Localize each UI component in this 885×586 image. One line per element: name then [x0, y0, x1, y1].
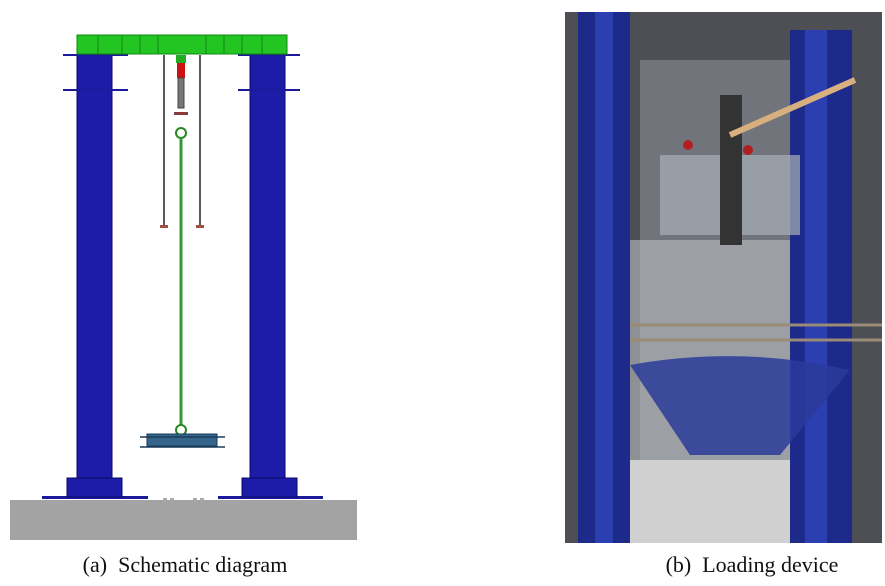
counterweight: [743, 145, 753, 155]
ground: [10, 500, 357, 540]
wire-end: [196, 225, 204, 228]
caption: (b) Loading device: [666, 552, 839, 577]
ring: [176, 128, 186, 138]
support: [170, 498, 174, 502]
base-plate: [67, 478, 122, 497]
support: [193, 498, 197, 502]
column: [250, 55, 285, 479]
column: [77, 55, 112, 479]
load-frame: [147, 434, 217, 446]
base-plate: [242, 478, 297, 497]
column-face: [805, 30, 827, 543]
support: [163, 498, 167, 502]
caption: (a) Schematic diagram: [83, 552, 288, 577]
figure: (a) Schematic diagram (b) Loading device: [0, 0, 885, 586]
loading-device-photo: [565, 12, 882, 543]
plate: [174, 112, 188, 115]
support: [200, 498, 204, 502]
rod-top: [176, 55, 186, 63]
wire-end: [160, 225, 168, 228]
counterweight: [683, 140, 693, 150]
load-cell: [177, 63, 185, 78]
schematic-diagram: [10, 35, 357, 540]
column-face: [595, 12, 613, 543]
actuator: [720, 95, 742, 245]
actuator: [178, 78, 184, 108]
top-beam: [77, 35, 287, 54]
